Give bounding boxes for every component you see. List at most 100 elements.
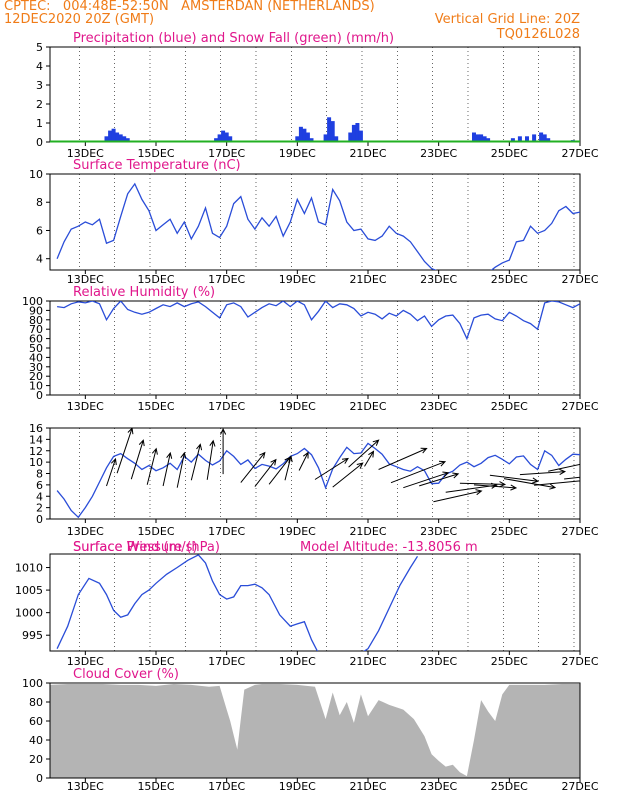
precip-bar-12 (295, 136, 300, 142)
header-model-id: TQ0126L028 (496, 27, 580, 42)
wind-arrow-9 (206, 439, 216, 480)
panel-3-ytick-label-2: 4 (36, 490, 43, 503)
panel-2-xtick-label-4: 21DEC (349, 400, 386, 413)
panel-5-ytick-label-3: 60 (29, 715, 43, 728)
wind-arrow-23 (419, 472, 460, 487)
panel-1-xtick-label-3: 19DEC (279, 273, 316, 286)
wind-arrow-21 (390, 460, 447, 484)
wind-arrow-12 (254, 458, 277, 487)
panel-3-title: Surface Wind (m/s) (73, 540, 197, 555)
precip-bar-10 (224, 132, 229, 142)
panel-0-ytick-label-2: 2 (36, 98, 43, 111)
precip-bar-1 (108, 130, 113, 142)
panel-2-xtick-label-3: 19DEC (279, 400, 316, 413)
precip-bar-30 (510, 138, 515, 142)
panel-0-xtick-label-5: 23DEC (420, 147, 457, 160)
wind-arrow-8 (190, 443, 203, 481)
panel-5-xtick-label-1: 15DEC (137, 780, 174, 793)
panel-2-ytick-label-2: 20 (29, 370, 43, 383)
panel-1-ytick-label-2: 8 (36, 196, 43, 209)
precip-bar-22 (351, 124, 356, 142)
panel-3-frame (49, 427, 581, 520)
panel-2-ytick-label-7: 70 (29, 323, 43, 336)
panel-3-ytick-label-8: 16 (29, 422, 43, 435)
panel-5-frame (49, 682, 581, 779)
precip-bar-16 (309, 138, 314, 142)
header-vertical-grid-line: Vertical Grid Line: 20Z (434, 12, 580, 27)
wind-arrow-27 (473, 484, 518, 491)
panel-0-title: Precipitation (blue) and Snow Fall (gree… (73, 31, 394, 46)
panel-2-xtick-label-6: 25DEC (491, 400, 528, 413)
header-line-station: CPTEC: 004:48E-52:50N AMSTERDAN (NETHERL… (4, 0, 375, 14)
wind-arrow-24 (433, 489, 483, 503)
wind-arrow-10 (220, 428, 227, 475)
wind-arrow-20 (378, 447, 428, 470)
panel-2-xtick-label-5: 23DEC (420, 400, 457, 413)
panel-1-xtick-label-0: 13DEC (67, 273, 104, 286)
panel-1-xtick-label-4: 21DEC (349, 273, 386, 286)
panel-3-ytick-label-1: 2 (36, 502, 43, 515)
panel-1-ytick-label-3: 10 (29, 168, 43, 181)
precip-bar-19 (330, 121, 335, 142)
precip-bar-5 (122, 136, 127, 142)
panel-5-xtick-label-5: 23DEC (420, 780, 457, 793)
panel-2-ytick-label-0: 0 (36, 389, 43, 402)
wind-arrow-25 (445, 482, 498, 493)
panel-2-ytick-label-10: 100 (22, 295, 43, 308)
precip-bar-13 (298, 126, 303, 142)
wind-arrow-19 (364, 450, 375, 467)
panel-1-xtick-label-1: 15DEC (137, 273, 174, 286)
cloud-cover-area (50, 684, 580, 778)
panel-4-series-line (56, 554, 419, 651)
panel-3-ytick-label-0: 0 (36, 513, 43, 526)
precip-bar-18 (327, 117, 332, 142)
panel-3-xtick-label-2: 17DEC (208, 525, 245, 538)
precip-bar-24 (358, 130, 363, 142)
wind-arrow-3 (116, 428, 134, 474)
panel-4-ytick-label-0: 995 (22, 629, 43, 642)
panel-0-xtick-label-4: 21DEC (349, 147, 386, 160)
panel-5-ytick-label-0: 0 (36, 772, 43, 785)
panel-5-xtick-label-7: 27DEC (561, 780, 598, 793)
panel-0-ytick-label-5: 5 (36, 41, 43, 54)
panel-2-ytick-label-3: 30 (29, 361, 43, 374)
precip-bar-33 (532, 134, 537, 142)
precip-bar-9 (221, 130, 226, 142)
panel-3-xtick-label-6: 25DEC (491, 525, 528, 538)
panel-5-title: Cloud Cover (%) (73, 667, 179, 682)
wind-arrow-28 (489, 474, 540, 484)
precip-bar-11 (228, 136, 233, 142)
panel-4-ytick-label-2: 1005 (15, 584, 43, 597)
wind-arrow-22 (403, 471, 450, 489)
panel-0-xtick-label-3: 19DEC (279, 147, 316, 160)
panel-3-ytick-label-5: 10 (29, 456, 43, 469)
precip-bar-0 (104, 136, 109, 142)
precip-bar-27 (479, 134, 484, 142)
panel-4-xtick-label-3: 19DEC (279, 655, 316, 668)
panel-4-title: Surface Pressure (hPa) (73, 540, 220, 555)
precip-bar-29 (486, 138, 491, 142)
wind-arrow-6 (162, 451, 173, 487)
wind-arrow-33 (564, 476, 580, 480)
panel-3-xtick-label-4: 21DEC (349, 525, 386, 538)
panel-0-xtick-label-7: 27DEC (561, 147, 598, 160)
panel-1-xtick-label-6: 25DEC (491, 273, 528, 286)
precip-bar-3 (115, 132, 120, 142)
panel-2-ytick-label-9: 90 (29, 304, 43, 317)
panel-4-xtick-label-6: 25DEC (491, 655, 528, 668)
panel-2-ytick-label-8: 80 (29, 314, 43, 327)
panel-5-ytick-label-2: 40 (29, 734, 43, 747)
precip-bar-17 (323, 134, 328, 142)
precip-bar-34 (539, 132, 544, 142)
panel-1-ytick-label-0: 4 (36, 253, 43, 266)
panel-0-xtick-label-6: 25DEC (491, 147, 528, 160)
panel-4-xtick-label-7: 27DEC (561, 655, 598, 668)
wind-arrow-15 (298, 451, 309, 471)
panel-0-xtick-label-1: 15DEC (137, 147, 174, 160)
panel-5-ytick-label-1: 20 (29, 753, 43, 766)
panel-4-xtick-label-0: 13DEC (67, 655, 104, 668)
panel-3-ytick-label-7: 14 (29, 433, 43, 446)
precip-bar-25 (472, 132, 476, 142)
panel-3-xtick-label-3: 19DEC (279, 525, 316, 538)
panel-3-xtick-label-1: 15DEC (137, 525, 174, 538)
